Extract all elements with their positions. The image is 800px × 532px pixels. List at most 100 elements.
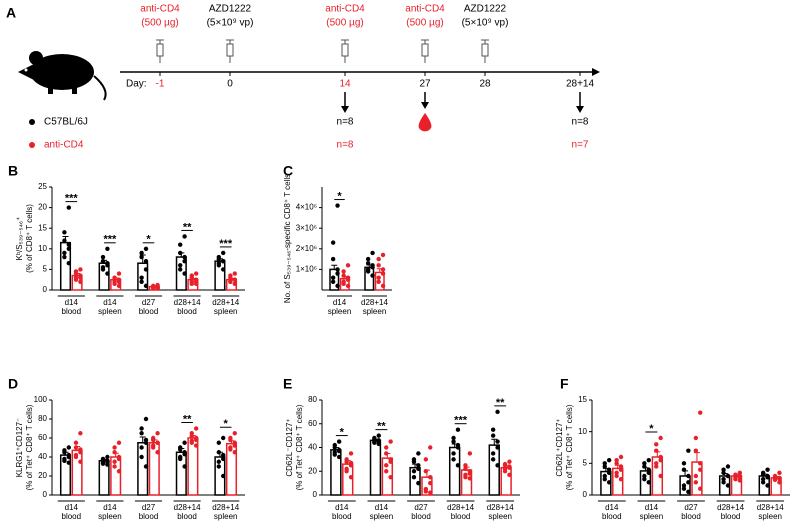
data-point [228,447,233,452]
data-point [116,279,122,284]
data-point [73,454,79,460]
significance-label: ** [377,421,386,433]
x-tick-label: d14 blood [332,503,352,521]
error-bar [693,452,700,463]
data-point [384,463,389,468]
data-point [737,475,743,480]
data-point [365,261,371,266]
data-point [384,469,389,474]
significance-label: *** [219,238,233,250]
syringe [481,43,489,57]
day: -1 [156,79,165,90]
y-axis-label: (% of Tet⁺ CD8⁺ T cells) [25,404,34,490]
data-point [693,448,699,453]
data-point [760,480,766,485]
data-point [139,454,144,460]
x-tick-label: d27 blood [139,298,159,316]
data-point [658,435,663,441]
y-tick-label: 3×10⁶ [296,223,317,232]
x-tick-label: d27 blood [681,503,701,521]
data-point [112,445,117,450]
data-point [495,439,500,444]
legend-label: C57BL/6J [44,117,88,128]
data-point [182,451,187,457]
data-point [737,478,743,483]
data-point [455,427,461,432]
x-tick-label: d14 blood [602,503,622,521]
data-point [105,454,110,460]
data-point [344,469,349,474]
sample-size: n=8 [572,117,589,128]
data-point [78,279,83,284]
blood-drop [418,113,432,132]
data-point [502,463,508,468]
data-point [73,271,79,276]
readout-arrowhead [421,102,429,109]
data-point [658,454,663,460]
y-tick-label: 25 [38,182,47,191]
data-point [66,246,72,251]
data-point [330,279,336,284]
significance-label: * [649,423,654,435]
data-point [143,258,149,264]
dose: (5×10⁹ vp) [207,18,254,29]
y-tick-label: 15 [38,223,47,232]
data-point [772,477,778,482]
data-point [345,277,351,282]
data-point [606,467,612,472]
data-point [614,457,619,463]
treatment: AZD1222 [209,4,252,15]
data-point [365,256,371,262]
data-point [733,476,738,482]
data-point [423,469,429,474]
data-point [388,459,393,464]
data-point [193,271,199,276]
data-point [182,271,187,276]
data-point [411,469,417,474]
treatment: anti-CD4 [325,4,365,15]
data-point [62,458,67,463]
data-point [228,437,233,443]
data-point [330,256,336,262]
data-point [178,267,183,272]
data-point [495,463,500,468]
data-point [760,472,766,477]
data-point [602,461,607,466]
data-point [105,263,110,268]
data-point [618,464,624,469]
data-point [178,447,183,452]
data-point [139,250,144,256]
panel-label: C [283,163,293,179]
y-tick-label: 100 [34,395,48,404]
data-point [336,448,342,454]
data-point [341,273,346,278]
y-tick-label: 80 [38,414,47,423]
data-point [221,452,226,458]
data-point [232,271,237,276]
x-tick-label: d14 blood [62,503,82,521]
data-point [737,470,743,476]
significance-label: *** [103,234,117,246]
x-tick-label: d28+14 blood [174,503,201,521]
y-tick-label: 40 [308,443,317,452]
data-point [777,476,782,481]
data-point [228,275,233,280]
data-point [116,469,122,474]
data-point [232,277,237,282]
data-point [232,431,237,436]
data-point [100,258,106,264]
data-point [618,467,624,472]
data-point [416,451,421,456]
data-point [380,283,386,289]
x-tick-label: d28+14 spleen [757,503,784,521]
x-tick-label: d14 blood [62,298,82,316]
x-tick-label: d27 blood [411,503,431,521]
data-point [451,439,456,444]
data-point [78,275,83,280]
data-point [681,486,687,491]
data-point [618,476,624,482]
data-point [765,475,770,480]
y-tick-label: 0 [43,285,48,294]
data-point [455,463,461,468]
data-point [66,205,72,210]
